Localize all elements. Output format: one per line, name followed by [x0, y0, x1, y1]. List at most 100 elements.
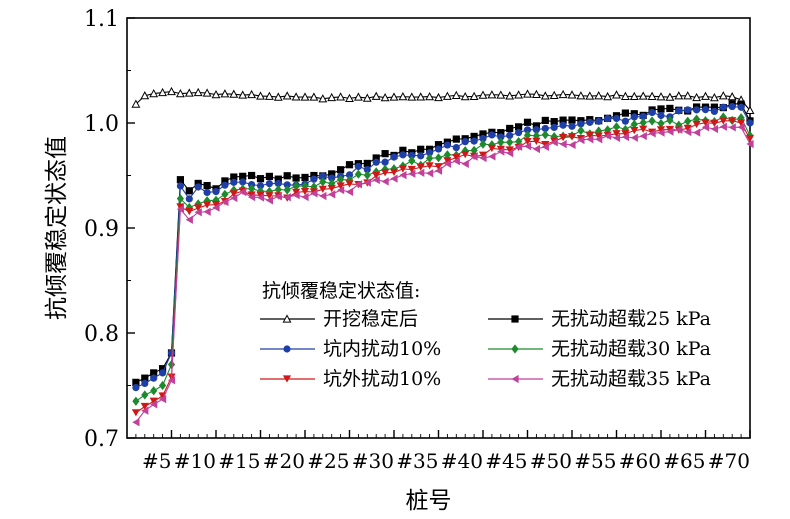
- series-point: [515, 123, 523, 131]
- series-point: [719, 103, 727, 111]
- series-point: [345, 171, 354, 179]
- series-point: [470, 152, 478, 161]
- series-point: [256, 175, 265, 183]
- series-point: [381, 158, 389, 166]
- series-point: [416, 92, 426, 101]
- series-point: [666, 115, 674, 125]
- series-point: [426, 169, 434, 178]
- series-point: [319, 172, 327, 180]
- series-point: [159, 395, 167, 404]
- series-point: [150, 369, 158, 377]
- legend-item-1: 无扰动超载25 kPa: [488, 308, 711, 330]
- series-point: [701, 123, 710, 132]
- series-point: [310, 182, 318, 192]
- series-point: [273, 92, 283, 101]
- series-point: [728, 123, 736, 132]
- x-tick-label: #30: [352, 449, 394, 473]
- series-point: [620, 91, 630, 100]
- x-tick-label: #35: [396, 449, 438, 473]
- series-point: [470, 145, 478, 155]
- series-point: [310, 189, 318, 198]
- series-point: [559, 133, 568, 142]
- series-point: [612, 114, 621, 123]
- series-point: [496, 145, 505, 153]
- series-point: [265, 186, 273, 197]
- series-point: [309, 92, 319, 101]
- series-point: [497, 137, 505, 147]
- series-point: [354, 180, 362, 189]
- series-point: [505, 91, 515, 100]
- series-point: [452, 154, 461, 162]
- series-point: [506, 131, 514, 140]
- series-point: [532, 137, 541, 145]
- series-point: [345, 161, 354, 169]
- series-point: [567, 90, 577, 99]
- series-point: [292, 188, 301, 196]
- series-point: [229, 190, 238, 198]
- series-point: [488, 140, 496, 150]
- series-point: [203, 188, 211, 197]
- series-point: [523, 142, 532, 151]
- series-point: [239, 172, 247, 180]
- series-point: [630, 133, 638, 142]
- series-point: [657, 111, 665, 120]
- series-point: [532, 144, 540, 154]
- legend-item-4: 坑外扰动10%: [260, 368, 441, 390]
- series-point: [221, 177, 229, 185]
- series-point: [684, 116, 692, 126]
- series-point: [319, 177, 327, 187]
- series-point: [149, 397, 158, 405]
- series-point: [523, 118, 532, 126]
- series-point: [389, 168, 399, 177]
- legend-label: 开挖稳定后: [323, 308, 418, 330]
- series-point: [452, 157, 460, 166]
- series-point: [479, 153, 487, 163]
- series-point: [425, 162, 434, 170]
- series-point: [399, 171, 407, 180]
- series-point: [167, 359, 176, 370]
- series-point: [194, 183, 202, 191]
- legend-title: 抗倾覆稳定状态值:: [262, 280, 420, 302]
- series-point: [362, 93, 372, 102]
- series-point: [399, 146, 407, 154]
- series-point: [381, 169, 390, 177]
- series-point: [630, 119, 638, 129]
- legend-label: 坑内扰动10%: [323, 338, 441, 360]
- series-point: [701, 106, 710, 114]
- series-point: [443, 157, 452, 165]
- series-point: [328, 190, 336, 199]
- series-0: [131, 86, 755, 114]
- axes: 0.7 0.8 0.9 1.0 1.1 #5 #10 #15 #20 #25 #30 #35 #40 #4…: [44, 7, 751, 514]
- series-point: [274, 175, 282, 183]
- legend-label: 无扰动超载25 kPa: [551, 308, 711, 330]
- series-point: [248, 171, 256, 180]
- series-point: [479, 139, 487, 149]
- series-point: [594, 132, 603, 140]
- series-point: [211, 201, 221, 209]
- y-axis-title: 抗倾覆稳定状态值: [44, 136, 70, 320]
- legend-item-0: 开挖稳定后: [260, 308, 418, 330]
- series-point: [684, 106, 692, 114]
- series-point: [718, 91, 728, 100]
- series-point: [176, 205, 184, 214]
- series-point: [132, 378, 140, 386]
- series-line: [135, 116, 751, 402]
- series-point: [559, 121, 567, 129]
- series-point: [648, 129, 656, 138]
- series-point: [363, 165, 371, 174]
- series-point: [479, 134, 487, 143]
- series-point: [460, 91, 470, 101]
- series-point: [175, 88, 185, 98]
- legend-label: 无扰动超载35 kPa: [551, 368, 711, 390]
- series-point: [327, 184, 336, 193]
- legend-marker: [511, 374, 519, 384]
- series-point: [416, 163, 425, 171]
- series-point: [514, 90, 524, 99]
- series-point: [159, 365, 167, 373]
- series-point: [417, 168, 425, 177]
- series-point: [709, 92, 719, 102]
- series-point: [727, 92, 737, 101]
- series-point: [719, 117, 728, 125]
- legend-item-2: 坑内扰动10%: [260, 338, 441, 360]
